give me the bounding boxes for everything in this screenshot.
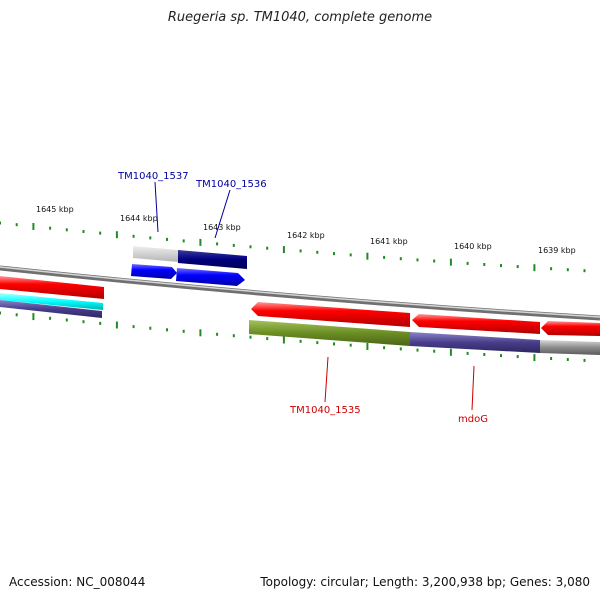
gene-tm1040-1536-arrow[interactable]	[176, 268, 245, 286]
scale-label-1643: 1643 kbp	[203, 223, 241, 232]
callout-line-mdog	[471, 365, 475, 411]
inner-scale-ticks	[0, 311, 586, 362]
scale-label-1645: 1645 kbp	[36, 205, 74, 214]
scale-label-1641: 1641 kbp	[370, 237, 408, 246]
genome-summary-text: Topology: circular; Length: 3,200,938 bp…	[260, 575, 590, 589]
reverse-gene-red-1[interactable]	[251, 302, 410, 327]
gene-tm1040-1537-arrow[interactable]	[131, 264, 177, 279]
callout-line-tm1040-1535	[324, 356, 329, 403]
outer-scale-ticks	[0, 221, 586, 273]
feature-light-gray[interactable]	[133, 246, 178, 262]
feature-gray-right[interactable]	[540, 340, 600, 355]
reverse-gene-left-red[interactable]	[0, 276, 104, 299]
scale-label-1639: 1639 kbp	[538, 246, 576, 255]
reverse-gene-red-2[interactable]	[412, 314, 540, 334]
gene-label-tm1040-1536[interactable]: TM1040_1536	[195, 179, 267, 190]
gene-tm1040-1535-block[interactable]	[249, 320, 410, 346]
gene-label-tm1040-1537[interactable]: TM1040_1537	[117, 171, 189, 182]
callout-line-tm1040-1537	[154, 181, 159, 233]
scale-label-1642: 1642 kbp	[287, 231, 325, 240]
gene-mdog-block[interactable]	[410, 332, 540, 353]
accession-text: Accession: NC_008044	[9, 575, 146, 589]
map-title: Ruegeria sp. TM1040, complete genome	[167, 10, 433, 25]
scale-label-1644: 1644 kbp	[120, 214, 158, 223]
gene-label-tm1040-1535[interactable]: TM1040_1535	[289, 405, 361, 416]
feature-cyan-left[interactable]	[0, 293, 103, 310]
callout-line-tm1040-1536	[214, 189, 231, 239]
scale-label-1640: 1640 kbp	[454, 242, 492, 251]
gene-label-mdog[interactable]: mdoG	[458, 414, 488, 425]
reverse-gene-red-3[interactable]	[541, 321, 600, 336]
feature-slate-left[interactable]	[0, 300, 102, 318]
feature-navy[interactable]	[178, 250, 247, 269]
genome-backbone	[0, 265, 600, 321]
